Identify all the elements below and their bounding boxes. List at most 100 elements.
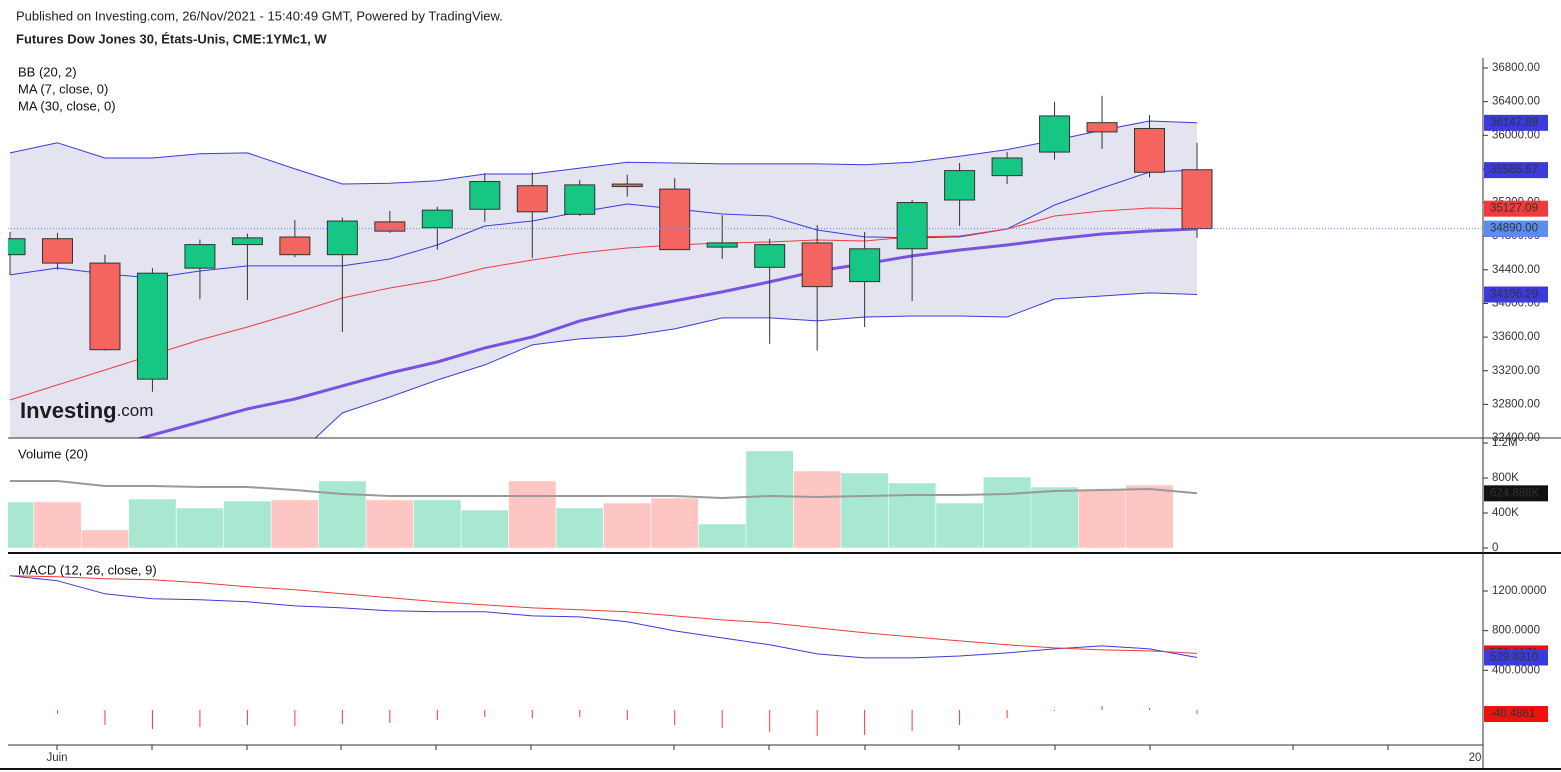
candle-body	[279, 236, 311, 256]
last-value-box	[1484, 649, 1548, 666]
y-tick-label: 800K	[1492, 472, 1519, 484]
overlay-line	[314, 292, 1198, 438]
volume-ma-line	[10, 480, 1198, 499]
y-tick-label: 36400.00	[1492, 96, 1540, 108]
last-value-label: 35585.57	[1490, 164, 1538, 176]
y-tick-label: 34400.00	[1492, 264, 1540, 276]
candle-body	[1039, 115, 1071, 153]
indicator-legend: MA (7, close, 0)	[18, 81, 108, 96]
y-tick-label: 33200.00	[1492, 365, 1540, 377]
last-value-box	[1484, 162, 1548, 179]
last-value-label: 624.888K	[1490, 487, 1540, 499]
candle-body	[754, 244, 786, 268]
last-value-box	[1484, 706, 1548, 723]
candle-body	[1086, 122, 1118, 133]
volume-bar	[508, 480, 557, 549]
volume-title: Volume (20)	[18, 446, 88, 461]
candle-body	[991, 157, 1023, 177]
candle-body	[89, 262, 121, 351]
last-value-box	[1484, 114, 1548, 131]
band-fill	[10, 121, 1197, 438]
candle-body	[706, 242, 738, 248]
last-value-label: 36147.89	[1490, 117, 1538, 129]
last-value-box	[1484, 485, 1548, 502]
candle-body	[849, 248, 881, 283]
volume-pane	[8, 450, 1198, 549]
candle-body	[516, 185, 548, 213]
last-value-box	[1484, 220, 1548, 237]
macd-pane	[9, 575, 1198, 736]
volume-bar	[650, 497, 699, 549]
y-tick-label: 1200.0000	[1492, 585, 1546, 597]
candle-body	[231, 237, 263, 246]
macd-title: MACD (12, 26, close, 9)	[18, 562, 157, 577]
y-tick-label: 800.0000	[1492, 625, 1540, 637]
last-value-label: 35127.09	[1490, 203, 1538, 215]
volume-bar	[8, 501, 34, 549]
y-tick-label: 400.0000	[1492, 664, 1540, 676]
volume-bar	[983, 476, 1032, 549]
volume-bar	[935, 502, 984, 549]
overlay-line	[9, 120, 1198, 185]
last-value-box	[1484, 200, 1548, 217]
indicator-legend: BB (20, 2)	[18, 64, 77, 79]
volume-bar	[888, 482, 937, 549]
candle-body	[801, 242, 833, 288]
last-value-label: 529.8310	[1490, 651, 1538, 663]
indicator-legend: MA (30, close, 0)	[18, 98, 116, 113]
y-tick-label: 1.2M	[1492, 437, 1518, 449]
volume-bar	[33, 501, 82, 549]
volume-bar	[318, 480, 367, 549]
candle-body	[184, 244, 216, 269]
volume-bar	[223, 500, 272, 549]
candle-body	[659, 188, 691, 251]
volume-bar	[1078, 488, 1126, 549]
candle-body	[896, 202, 928, 250]
candle-body	[944, 170, 976, 201]
candle-body	[1181, 169, 1213, 230]
volume-bar	[81, 529, 129, 549]
signal-line	[9, 575, 1198, 654]
volume-bar	[128, 498, 177, 549]
y-tick-label: 36000.00	[1492, 129, 1540, 141]
price-pane	[8, 95, 1483, 438]
candle-body	[8, 238, 26, 256]
y-tick-label: 0	[1492, 542, 1498, 554]
volume-bar	[745, 450, 794, 549]
x-tick-label: Juin	[46, 752, 67, 764]
volume-bar	[365, 499, 414, 549]
symbol-title: Futures Dow Jones 30, États-Unis, CME:1Y…	[16, 31, 327, 46]
y-tick-label: 36800.00	[1492, 62, 1540, 74]
volume-bar	[603, 502, 652, 549]
y-tick-label: 32800.00	[1492, 398, 1540, 410]
candle-body	[136, 272, 168, 380]
y-tick-label: 400K	[1492, 507, 1519, 519]
volume-bar	[1030, 486, 1079, 549]
candle-body	[611, 183, 643, 188]
candle-body	[41, 238, 73, 264]
last-value-label: 34106.29	[1490, 289, 1538, 301]
last-value-label: 34890.00	[1490, 223, 1538, 235]
time-ticks	[56, 745, 1484, 750]
y-tick-label: 32400.00	[1492, 432, 1540, 444]
watermark: Investing.com	[20, 398, 153, 423]
watermark-brand: Investing	[20, 398, 117, 423]
candle-body	[421, 209, 453, 229]
candle-body	[374, 221, 406, 232]
volume-bar	[840, 472, 889, 549]
volume-bar	[1125, 484, 1174, 549]
volume-bar	[413, 499, 462, 549]
candle-body	[1134, 128, 1166, 173]
last-value-box	[1484, 286, 1548, 303]
volume-bar	[175, 507, 224, 549]
macd-line	[9, 575, 1198, 659]
volume-bar	[698, 523, 747, 549]
candle-body	[564, 184, 596, 215]
last-value-label: -40.4861	[1490, 708, 1535, 720]
overlay-line	[9, 207, 1198, 401]
candle-body	[469, 181, 501, 210]
volume-bar	[460, 509, 509, 549]
plot-layers	[8, 95, 1483, 736]
overlay-line	[135, 227, 1198, 438]
